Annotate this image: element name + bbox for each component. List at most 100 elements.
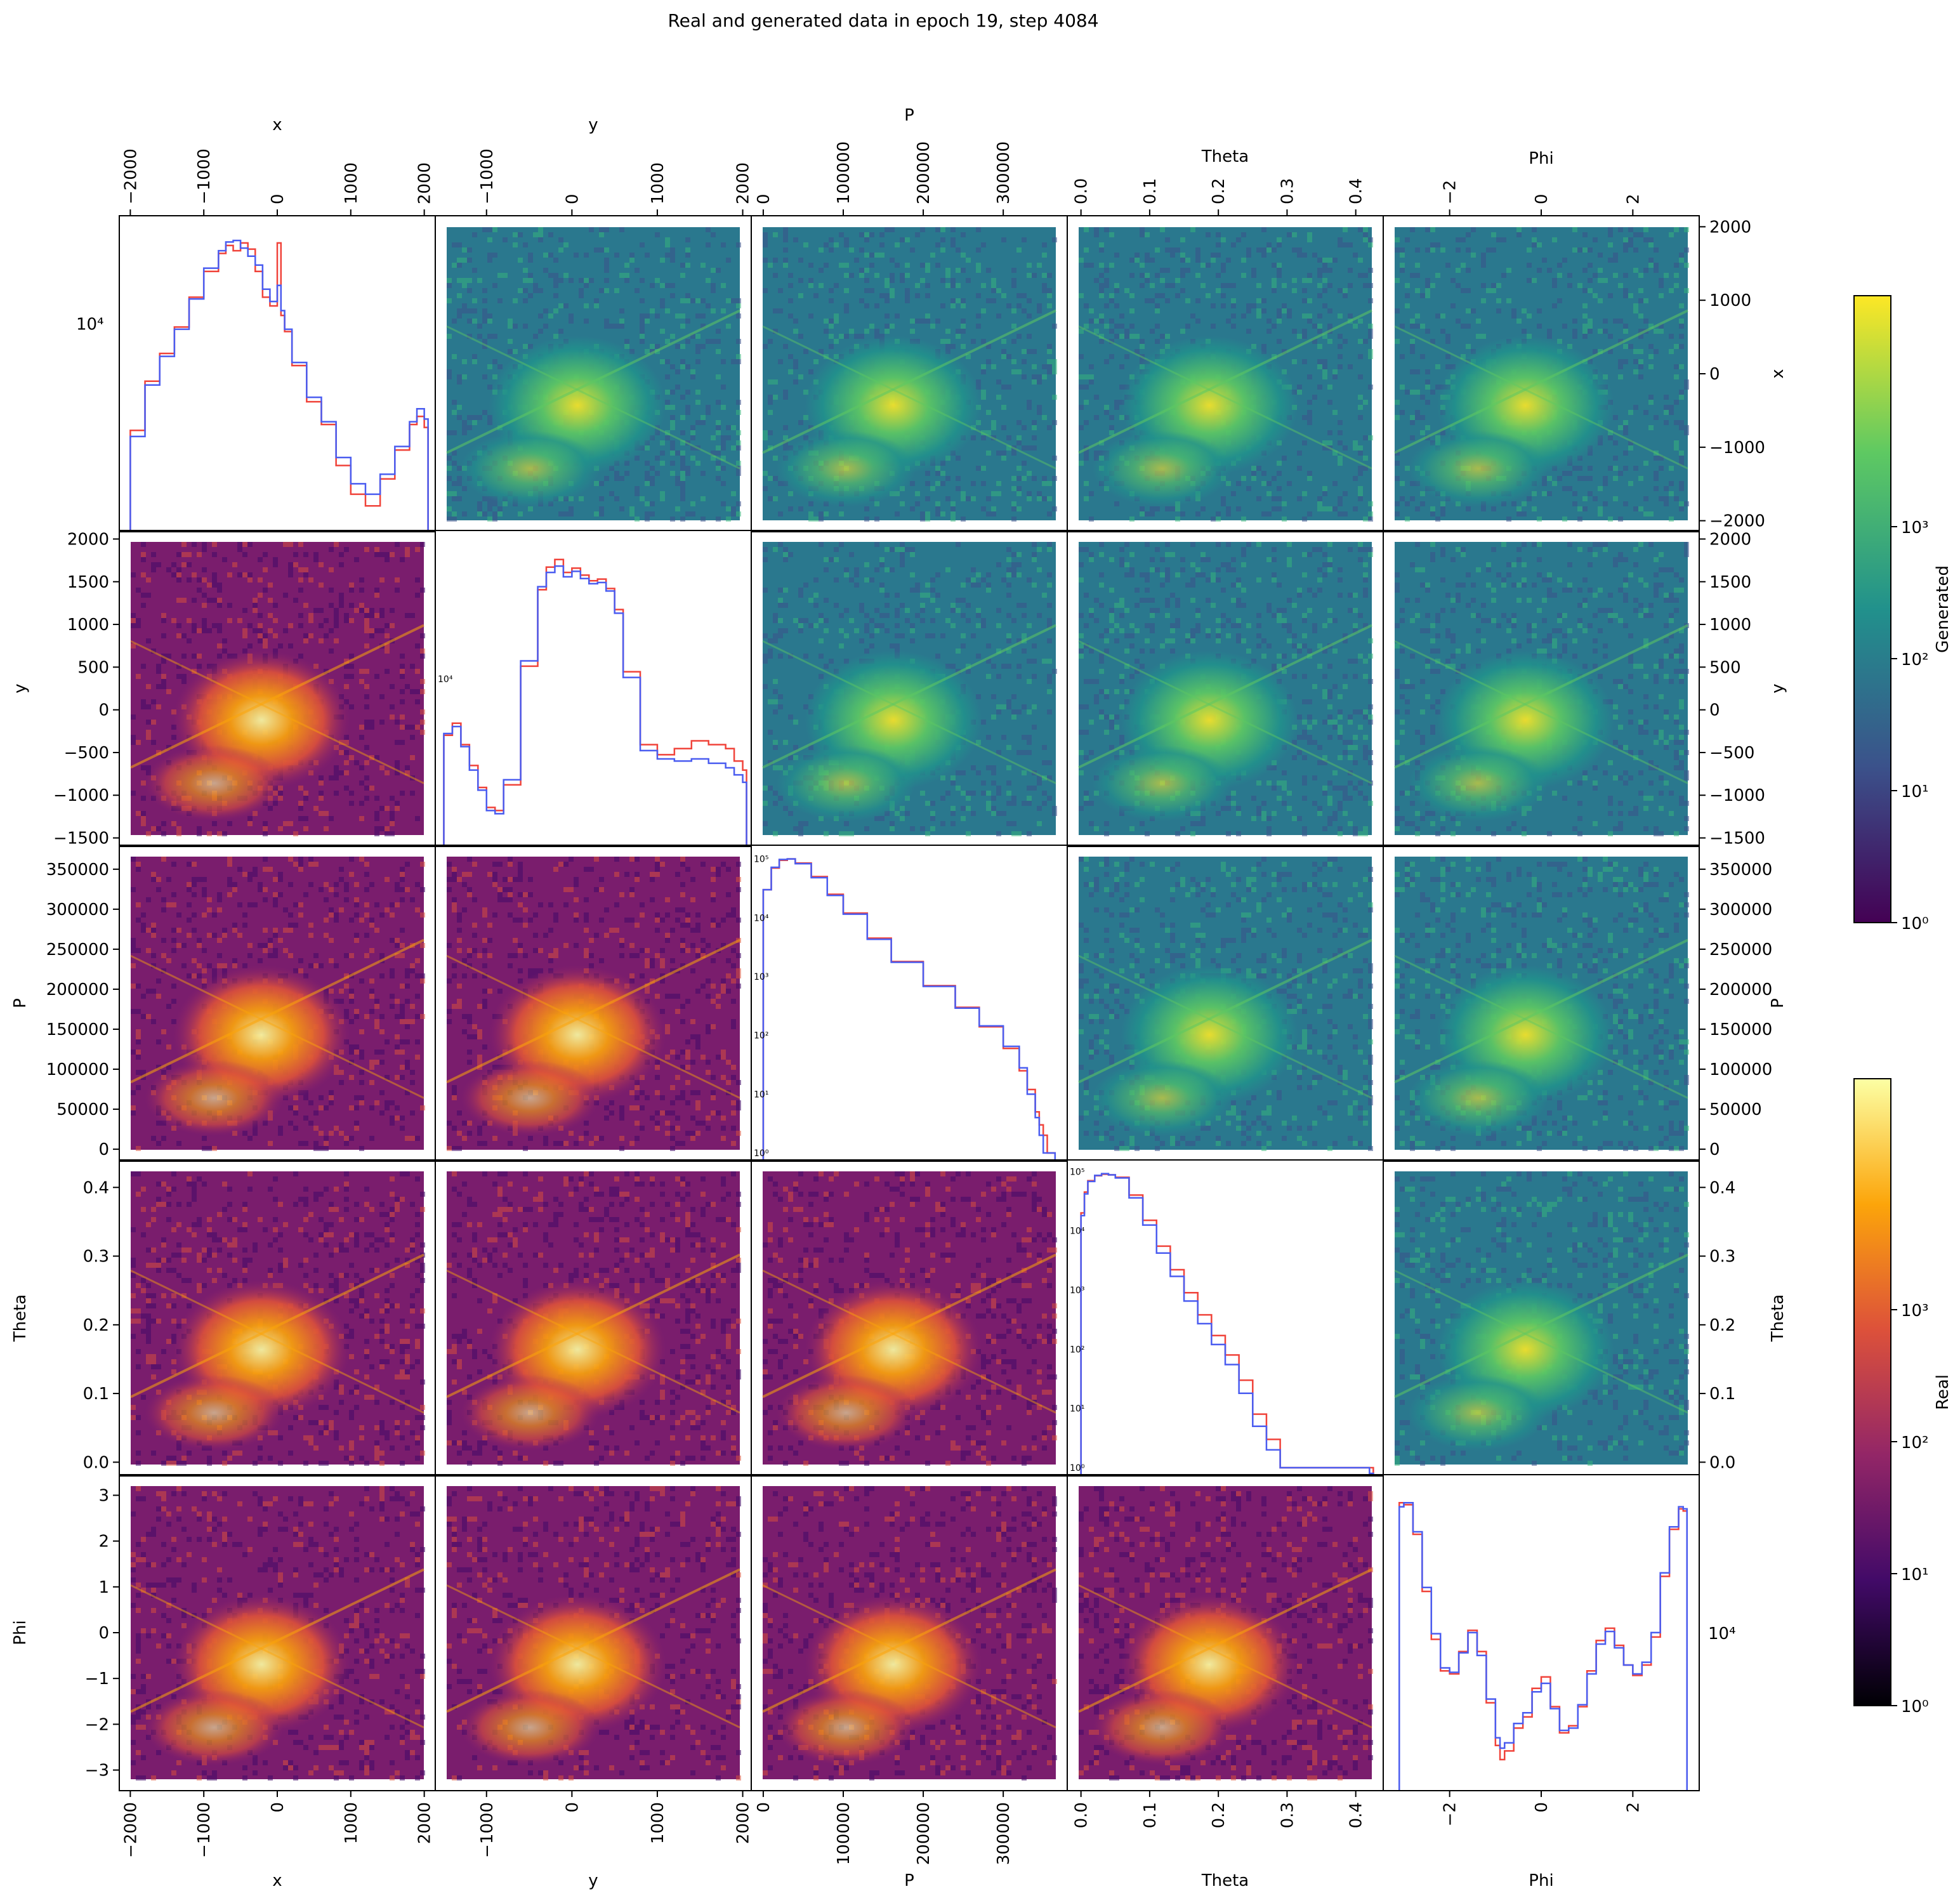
- heatmap-cell: [1598, 268, 1603, 273]
- heatmap-cell: [685, 511, 690, 517]
- heatmap-cell: [1400, 410, 1405, 415]
- heatmap-cell: [685, 339, 690, 344]
- heatmap-cell: [1618, 339, 1623, 344]
- heatmap-cell: [1674, 283, 1679, 288]
- heatmap-cell: [1052, 806, 1057, 811]
- heatmap-cell: [1032, 379, 1037, 385]
- heatmap-cell: [579, 278, 584, 283]
- heatmap-cell: [905, 811, 910, 816]
- heatmap-cell: [736, 501, 741, 506]
- heatmap-cell: [1410, 415, 1415, 420]
- heatmap-cell: [700, 324, 706, 329]
- heatmap-cell: [1231, 303, 1236, 308]
- heatmap-cell: [1165, 506, 1170, 511]
- heatmap-cell: [1654, 476, 1659, 481]
- heatmap-cell: [344, 740, 349, 745]
- heatmap-cell: [1241, 517, 1246, 522]
- heatmap-cell: [1089, 801, 1094, 806]
- heatmap-cell: [685, 247, 690, 253]
- heatmap-cell: [1363, 232, 1368, 237]
- heatmap-cell: [981, 369, 986, 374]
- heatmap-cell: [1343, 638, 1348, 643]
- heatmap-cell: [482, 374, 487, 379]
- heatmap-cell: [1135, 258, 1140, 263]
- heatmap-cell: [513, 232, 518, 237]
- heatmap-cell: [788, 491, 793, 496]
- heatmap-cell: [1006, 780, 1011, 786]
- heatmap-cell: [716, 451, 721, 456]
- heatmap-cell: [844, 633, 849, 638]
- heatmap-cell: [1322, 268, 1327, 273]
- heatmap-cell: [1343, 786, 1348, 791]
- heatmap-cell: [996, 481, 1001, 486]
- heatmap-cell: [885, 227, 890, 232]
- heatmap-cell: [1165, 577, 1170, 583]
- heatmap-cell: [706, 227, 711, 232]
- heatmap-cell: [533, 232, 538, 237]
- heatmap-cell: [1456, 547, 1461, 552]
- heatmap-cell: [1022, 461, 1027, 466]
- heatmap-cell: [369, 786, 374, 791]
- heatmap-cell: [1552, 237, 1557, 242]
- heatmap-cell: [1155, 273, 1160, 278]
- heatmap-cell: [1104, 638, 1109, 643]
- heatmap-cell: [711, 288, 716, 293]
- heatmap-cell: [788, 354, 793, 359]
- heatmap-cell: [1664, 709, 1669, 714]
- heatmap-cell: [685, 390, 690, 395]
- heatmap-cell: [192, 669, 197, 674]
- heatmap-cell: [1089, 557, 1094, 562]
- heatmap-cell: [1618, 227, 1623, 232]
- heatmap-cell: [1175, 572, 1180, 577]
- heatmap-cell: [864, 232, 869, 237]
- heatmap-cell: [374, 831, 379, 836]
- heatmap-cell: [956, 476, 961, 481]
- heatmap-cell: [614, 253, 619, 258]
- heatmap-cell: [528, 273, 533, 278]
- heatmap-cell: [1001, 577, 1006, 583]
- heatmap-cell: [420, 654, 425, 659]
- heatmap-cell: [1277, 242, 1282, 247]
- heatmap-cell: [1332, 684, 1338, 689]
- heatmap-cell: [1079, 648, 1084, 654]
- heatmap-cell: [303, 791, 308, 796]
- heatmap-cell: [935, 319, 940, 324]
- heatmap-cell: [303, 816, 308, 821]
- heatmap-cell: [1410, 496, 1415, 501]
- heatmap-cell: [1241, 638, 1246, 643]
- heatmap-cell: [1256, 283, 1261, 288]
- heatmap-cell: [966, 831, 971, 836]
- heatmap-cell: [1628, 572, 1633, 577]
- heatmap-cell: [176, 633, 181, 638]
- heatmap-cell: [680, 263, 685, 268]
- heatmap-cell: [349, 791, 354, 796]
- heatmap-cell: [1160, 643, 1165, 648]
- heatmap-cell: [736, 242, 741, 247]
- heatmap-cell: [1221, 613, 1226, 618]
- heatmap-cell: [1425, 385, 1430, 390]
- heatmap-cell: [885, 567, 890, 572]
- heatmap-cell: [523, 344, 528, 349]
- heatmap-cell: [1145, 258, 1150, 263]
- heatmap-cell: [1190, 598, 1195, 603]
- heatmap-cell: [217, 628, 222, 633]
- heatmap-cell: [1420, 628, 1425, 633]
- heatmap-cell: [1684, 501, 1689, 506]
- heatmap-cell: [869, 633, 874, 638]
- heatmap-cell: [227, 603, 232, 608]
- heatmap-cell: [680, 456, 685, 461]
- heatmap-cell: [1430, 247, 1435, 253]
- heatmap-cell: [798, 826, 803, 831]
- heatmap-cell: [1440, 689, 1445, 694]
- heatmap-cell: [400, 557, 405, 562]
- heatmap-cell: [1287, 308, 1292, 313]
- heatmap-cell: [1016, 435, 1022, 440]
- heatmap-cell: [874, 567, 879, 572]
- heatmap-cell: [1332, 369, 1338, 374]
- heatmap-cell: [1643, 461, 1648, 466]
- heatmap-density-core: [144, 745, 284, 822]
- heatmap-cell: [497, 511, 503, 517]
- heatmap-cell: [650, 283, 655, 288]
- heatmap-cell: [1084, 496, 1089, 501]
- heatmap-cell: [288, 821, 293, 826]
